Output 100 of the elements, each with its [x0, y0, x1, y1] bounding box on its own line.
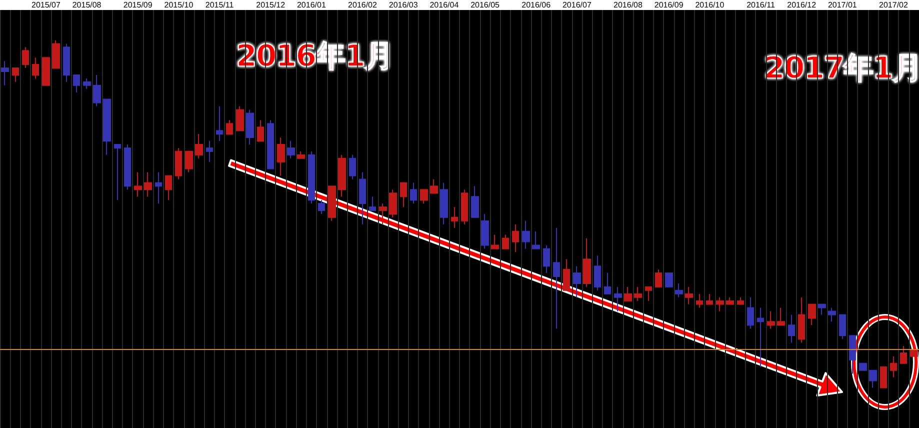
- candlestick: [890, 356, 897, 378]
- candlestick: [543, 244, 550, 274]
- x-tick-label: 2015/10: [164, 0, 194, 10]
- candlestick: [859, 362, 867, 371]
- candlestick: [522, 220, 530, 250]
- candlestick: [583, 238, 591, 288]
- candlestick: [849, 335, 856, 374]
- candlestick: [624, 286, 632, 302]
- candlestick: [430, 178, 438, 194]
- candlestick: [788, 314, 795, 344]
- candlestick: [144, 172, 152, 198]
- candlestick: [389, 189, 397, 218]
- candlestick: [1, 60, 9, 86]
- candlestick: [440, 182, 448, 225]
- candlestick: [308, 150, 315, 204]
- candlestick: [645, 286, 652, 302]
- candlestick: [900, 346, 907, 364]
- candlestick: [502, 234, 509, 250]
- x-tick-label: 2016/04: [430, 0, 460, 10]
- candlestick: [93, 74, 101, 107]
- candlestick: [206, 140, 213, 162]
- candlestick: [767, 310, 775, 330]
- candlestick: [155, 172, 162, 204]
- x-tick-label: 2015/07: [31, 0, 61, 10]
- candlestick: [757, 307, 764, 368]
- candlestick: [297, 150, 305, 159]
- candlestick: [246, 109, 254, 145]
- candlestick: [114, 144, 121, 201]
- candlestick: [726, 296, 734, 305]
- x-tick-label: 2017/02: [879, 0, 908, 10]
- candlestick: [185, 150, 193, 173]
- candlestick: [869, 370, 877, 388]
- candlestick: [400, 182, 407, 208]
- x-tick-label: 2015/12: [256, 0, 286, 10]
- candlestick: [277, 137, 285, 176]
- candlestick: [512, 224, 519, 253]
- candlestick: [491, 234, 499, 250]
- x-tick-label: 2016/07: [562, 0, 592, 10]
- candlestick: [12, 68, 19, 82]
- candlestick: [52, 40, 60, 69]
- candlestick: [134, 172, 142, 198]
- candlestick: [808, 304, 816, 326]
- x-tick-label: 2016/06: [522, 0, 552, 10]
- candlestick: [706, 293, 713, 305]
- candlestick: [634, 286, 642, 302]
- candlestick: [287, 140, 295, 159]
- candlestick: [226, 120, 233, 135]
- candlestick: [828, 307, 836, 322]
- candlestick: [451, 206, 458, 228]
- candlestick: [675, 282, 683, 298]
- x-tick-label: 2015/08: [72, 0, 102, 10]
- candlestick: [685, 286, 693, 305]
- candlestick: [379, 203, 387, 225]
- candlestick: [737, 296, 744, 305]
- candlestick: [410, 182, 417, 204]
- x-tick-label: 2017/01: [828, 0, 858, 10]
- x-tick-label: 2016/05: [470, 0, 500, 10]
- candlestick: [716, 296, 724, 312]
- candlestick: [777, 307, 785, 326]
- candlestick: [818, 304, 826, 316]
- candlestick: [461, 189, 468, 225]
- candlestick: [328, 186, 336, 222]
- x-tick-label: 2016/03: [388, 0, 418, 10]
- x-tick-label: 2015/11: [205, 0, 234, 10]
- candlestick: [349, 154, 356, 180]
- candlestick: [594, 255, 601, 291]
- x-tick-label: 2016/10: [695, 0, 725, 10]
- candlestick: [165, 175, 172, 201]
- candlestick: [103, 98, 111, 156]
- x-tick-label: 2016/02: [348, 0, 378, 10]
- candlestick: [563, 258, 570, 291]
- candlestick: [257, 120, 264, 142]
- candlestick: [614, 286, 622, 312]
- candlestick: [655, 269, 662, 288]
- candlestick: [369, 196, 376, 211]
- candlestick: [696, 293, 703, 308]
- candlestick: [471, 186, 479, 218]
- candlestick: [880, 366, 887, 388]
- candlestick: [481, 213, 489, 250]
- candlestick: [318, 200, 325, 214]
- candlestick: [798, 296, 805, 344]
- candlestick: [338, 154, 346, 198]
- candlestick: [267, 120, 274, 170]
- x-tick-label: 2016/08: [614, 0, 643, 10]
- candlestick: [175, 147, 182, 180]
- candlestick: [42, 57, 50, 86]
- x-tick-label: 2015/09: [123, 0, 153, 10]
- candlestick: [73, 74, 80, 93]
- candlestick: [665, 272, 673, 288]
- candlestick: [553, 227, 560, 330]
- candlestick: [573, 266, 581, 298]
- candlestick: [63, 43, 70, 82]
- candlestick: [32, 57, 39, 79]
- candlestick: [839, 314, 846, 340]
- candlestick: [124, 144, 131, 190]
- candlestick: [604, 272, 611, 294]
- candlestick: [910, 348, 918, 357]
- candlestick: [420, 189, 428, 204]
- candlestick: [236, 106, 244, 132]
- candlestick: [22, 46, 29, 69]
